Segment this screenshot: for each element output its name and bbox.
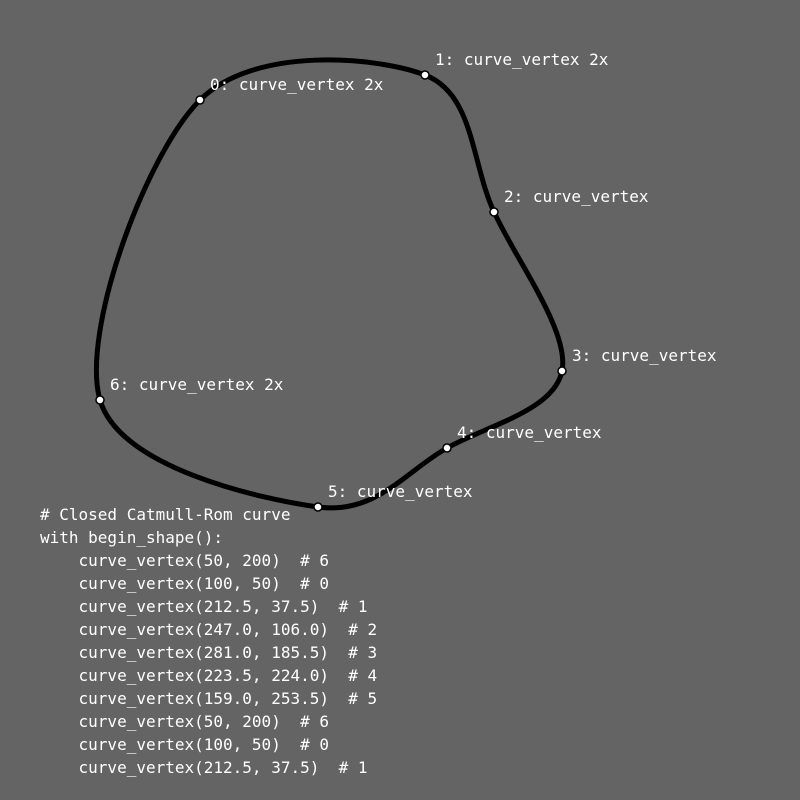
- vertex-label-6: 6: curve_vertex 2x: [110, 375, 284, 394]
- code-line: curve_vertex(247.0, 106.0) # 2: [40, 620, 378, 639]
- code-listing: # Closed Catmull-Rom curve with begin_sh…: [40, 503, 377, 779]
- vertex-label-3: 3: curve_vertex: [572, 346, 717, 365]
- vertex-label-4: 4: curve_vertex: [457, 423, 602, 442]
- vertex-point-4: [442, 443, 452, 453]
- code-line: # Closed Catmull-Rom curve: [40, 505, 291, 524]
- vertex-point-5: [313, 502, 323, 512]
- vertex-labels: 0: curve_vertex 2x 1: curve_vertex 2x 2: c…: [110, 50, 717, 501]
- vertex-label-5: 5: curve_vertex: [328, 482, 473, 501]
- code-line: curve_vertex(100, 50) # 0: [40, 735, 329, 754]
- code-line: curve_vertex(50, 200) # 6: [40, 551, 329, 570]
- vertex-point-0: [195, 95, 205, 105]
- code-line: curve_vertex(100, 50) # 0: [40, 574, 329, 593]
- code-line: curve_vertex(50, 200) # 6: [40, 712, 329, 731]
- vertex-label-1: 1: curve_vertex 2x: [435, 50, 609, 69]
- vertex-point-3: [557, 366, 567, 376]
- vertex-label-2: 2: curve_vertex: [504, 187, 649, 206]
- code-line: curve_vertex(212.5, 37.5) # 1: [40, 758, 368, 777]
- vertex-point-1: [420, 70, 430, 80]
- code-line: with begin_shape():: [40, 528, 224, 547]
- code-line: curve_vertex(159.0, 253.5) # 5: [40, 689, 378, 708]
- vertex-markers: [95, 70, 567, 512]
- vertex-point-2: [489, 207, 499, 217]
- vertex-point-6: [95, 395, 105, 405]
- code-line: curve_vertex(281.0, 185.5) # 3: [40, 643, 378, 662]
- code-line: curve_vertex(212.5, 37.5) # 1: [40, 597, 368, 616]
- code-line: curve_vertex(223.5, 224.0) # 4: [40, 666, 378, 685]
- vertex-label-0: 0: curve_vertex 2x: [210, 75, 384, 94]
